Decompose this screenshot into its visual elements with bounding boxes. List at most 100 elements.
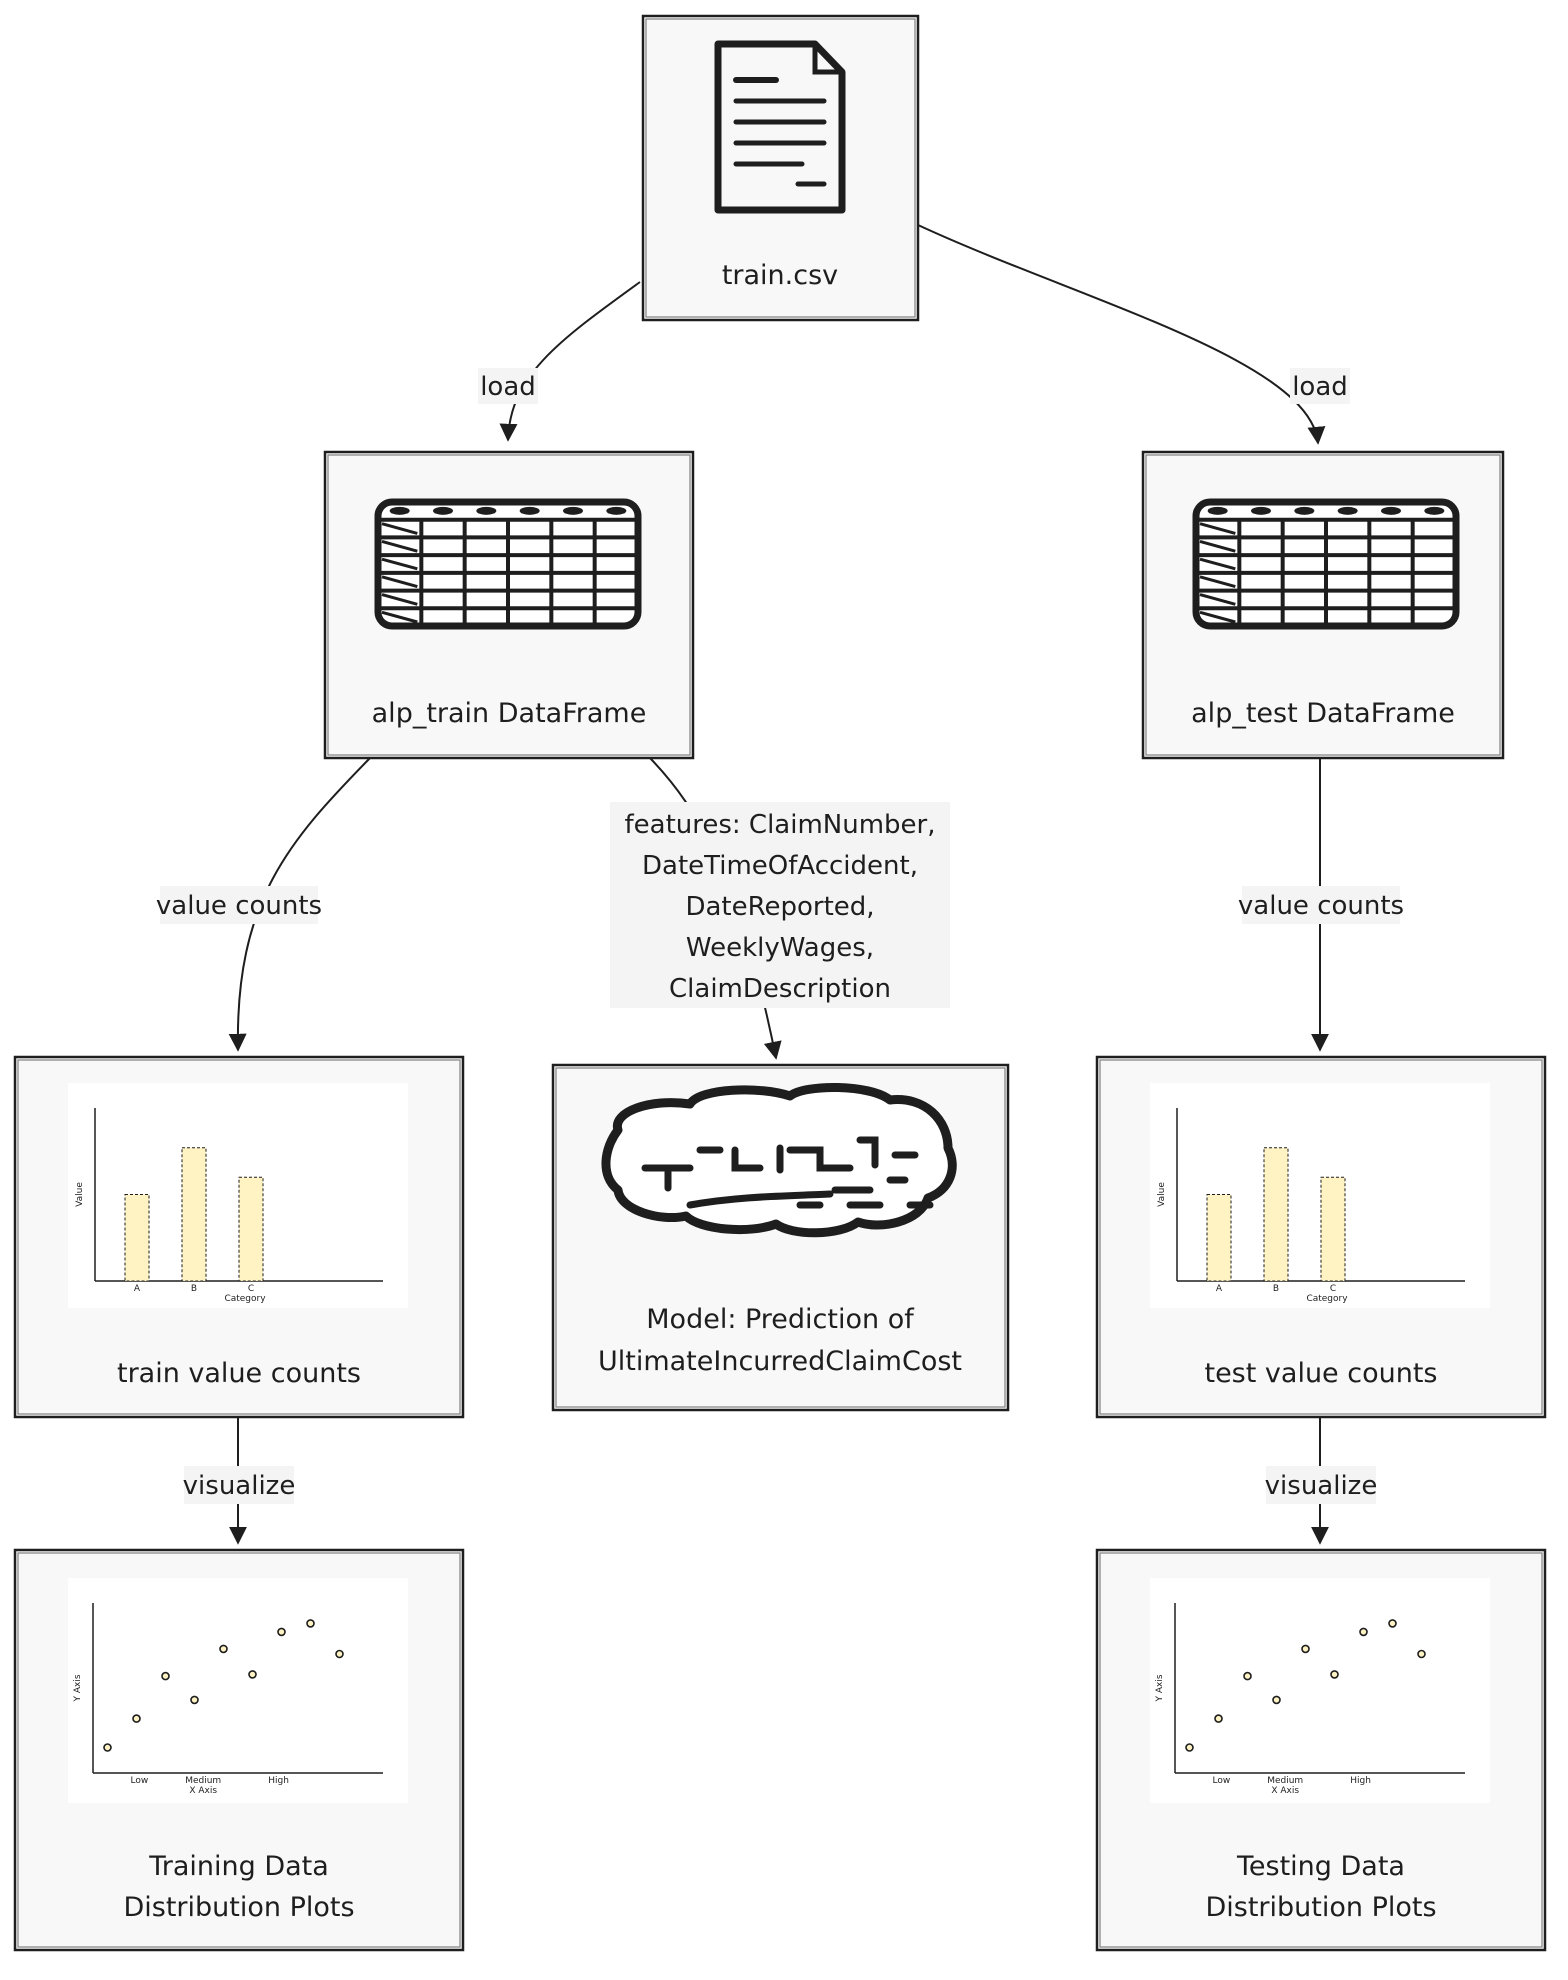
- scatter-point: [103, 1743, 112, 1752]
- bar: [1263, 1147, 1289, 1282]
- edge-label-line-2: DateTimeOfAccident,: [642, 851, 918, 881]
- chart-panel: [68, 1578, 408, 1803]
- scatter-point: [277, 1627, 286, 1637]
- node-label: test value counts: [1204, 1358, 1437, 1389]
- table-header-dot: [1424, 506, 1445, 515]
- node-testing-distribution-plots: Low Medium High X Axis Y Axis Testing Data D…: [1095, 1548, 1547, 1952]
- scatter-point: [161, 1671, 170, 1681]
- bar: [124, 1194, 150, 1282]
- brain-icon: [601, 1082, 957, 1238]
- y-axis-label: Y Axis: [73, 1674, 83, 1702]
- scatter-point: [335, 1649, 344, 1659]
- table-header-dot: [1207, 506, 1228, 515]
- x-tick-label: Medium: [1267, 1776, 1303, 1786]
- edge-train-csv-to-alp-test: [917, 224, 1326, 445]
- node-label-line-2: Distribution Plots: [1205, 1892, 1436, 1923]
- edge-label-text: visualize: [1265, 1471, 1378, 1501]
- chart-panel: [1150, 1578, 1490, 1803]
- scatter-point: [248, 1670, 257, 1679]
- scatter-point: [1272, 1695, 1281, 1705]
- scatter-point: [1388, 1619, 1397, 1628]
- y-axis-label: Value: [75, 1182, 85, 1207]
- table-hatch: [1199, 575, 1236, 589]
- edge-label-load-right: load: [1290, 368, 1350, 404]
- x-tick-label: High: [1350, 1776, 1371, 1786]
- x-tick-label: High: [268, 1776, 289, 1786]
- edge-label-load-left: load: [478, 368, 538, 404]
- node-alp-train-dataframe: alp_train DataFrame: [323, 450, 695, 760]
- x-axis-label: X Axis: [189, 1786, 217, 1796]
- bar: [1320, 1176, 1346, 1282]
- edge-label-value-counts-right: value counts: [1238, 886, 1404, 924]
- node-label-line-1: Model: Prediction of: [646, 1304, 915, 1335]
- scatter-point: [1417, 1649, 1426, 1659]
- table-header-dot: [519, 506, 540, 515]
- table-header-dot: [606, 506, 627, 515]
- table-header-dot: [389, 506, 410, 515]
- table-hatch: [1199, 610, 1236, 624]
- edge-label-features: features: ClaimNumber, DateTimeOfAcciden…: [610, 802, 950, 1008]
- scatter-point: [1301, 1644, 1310, 1654]
- node-label: alp_train DataFrame: [372, 698, 647, 729]
- x-tick-label: Low: [1213, 1776, 1231, 1786]
- scatter-point: [1243, 1671, 1252, 1681]
- edge-label-visualize-left: visualize: [183, 1466, 296, 1504]
- scatter-point: [1185, 1743, 1194, 1752]
- table-header-dot: [1294, 506, 1315, 515]
- table-icon: [1192, 498, 1460, 630]
- edge-label-line-5: ClaimDescription: [669, 974, 891, 1004]
- table-hatch: [1199, 539, 1236, 553]
- category-tick-label: A: [134, 1284, 141, 1294]
- category-tick-label: B: [1273, 1284, 1279, 1294]
- scatter-point: [219, 1644, 228, 1654]
- chart-panel: [1150, 1083, 1490, 1308]
- node-label: alp_test DataFrame: [1191, 698, 1455, 729]
- category-tick-label: A: [1216, 1284, 1223, 1294]
- edge-label-line-4: WeeklyWages,: [686, 933, 874, 963]
- edge-label-line-1: features: ClaimNumber,: [624, 810, 935, 840]
- table-header-dot: [476, 506, 497, 515]
- scatter-point: [1214, 1714, 1223, 1723]
- table-hatch: [1199, 593, 1236, 606]
- table-hatch: [1199, 557, 1236, 571]
- x-axis-label: Category: [1306, 1294, 1348, 1304]
- scatter-chart-icon: Low Medium High X Axis Y Axis: [68, 1578, 408, 1803]
- x-axis-label: X Axis: [1271, 1786, 1299, 1796]
- edge-label-visualize-right: visualize: [1265, 1466, 1378, 1504]
- edge-label-text: value counts: [1238, 891, 1404, 921]
- y-axis-label: Y Axis: [1155, 1674, 1165, 1702]
- table-header-dot: [1337, 506, 1358, 515]
- table-header-dot: [1381, 506, 1401, 515]
- x-axis-label: Category: [224, 1294, 266, 1304]
- scatter-point: [190, 1695, 199, 1705]
- bar: [181, 1147, 207, 1282]
- node-label-line-2: Distribution Plots: [123, 1892, 354, 1923]
- table-header-dot: [563, 506, 583, 515]
- table-hatch: [381, 610, 418, 624]
- edge-label-text: visualize: [183, 1471, 296, 1501]
- category-tick-label: B: [191, 1284, 197, 1294]
- node-alp-test-dataframe: alp_test DataFrame: [1141, 450, 1505, 760]
- edge-label-text: load: [1292, 372, 1348, 402]
- table-hatch: [381, 522, 418, 535]
- table-hatch: [381, 575, 418, 589]
- category-tick-label: C: [1330, 1284, 1336, 1294]
- bar: [238, 1176, 264, 1282]
- table-hatch: [381, 557, 418, 571]
- scatter-point: [1359, 1627, 1368, 1637]
- table-hatch: [381, 593, 418, 606]
- node-label-line-1: Training Data: [148, 1851, 329, 1882]
- x-tick-label: Medium: [185, 1776, 221, 1786]
- table-icon: [374, 498, 642, 630]
- edge-label-text: value counts: [156, 891, 322, 921]
- document-icon: [714, 40, 846, 214]
- table-hatch: [1199, 522, 1236, 535]
- node-label: train.csv: [722, 260, 838, 291]
- edge-label-value-counts-left: value counts: [156, 886, 322, 924]
